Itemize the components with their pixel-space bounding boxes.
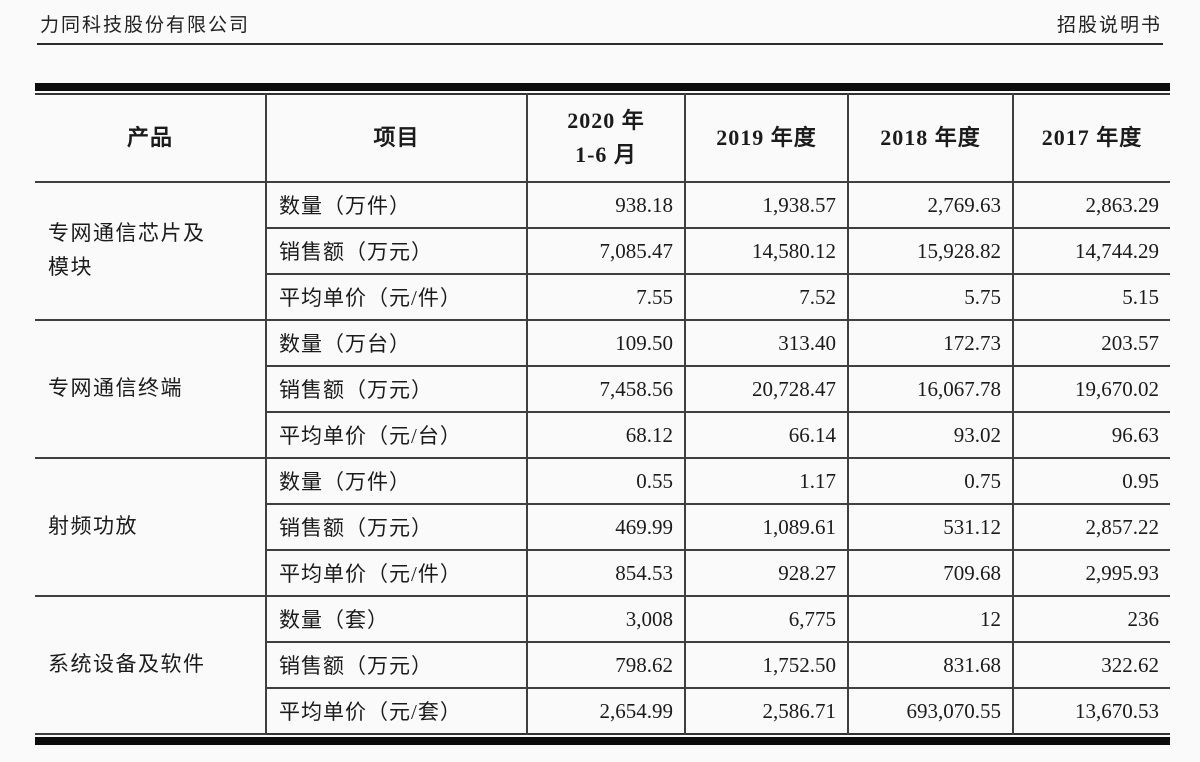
value-cell: 322.62 [1012, 641, 1170, 689]
table-row: 销售额（万元） 798.62 1,752.50 831.68 322.62 [35, 641, 1170, 689]
value-cell: 16,067.78 [847, 365, 1014, 413]
doc-type-label: 招股说明书 [1056, 15, 1162, 36]
value-cell: 19,670.02 [1012, 365, 1170, 413]
product-cell: 专网通信芯片及 模块 [35, 181, 267, 321]
table-row: 销售额（万元） 7,085.47 14,580.12 15,928.82 14,… [35, 227, 1170, 275]
value-cell: 1,752.50 [684, 641, 849, 689]
col-header-product: 产品 [35, 94, 267, 183]
table-row: 平均单价（元/套） 2,654.99 2,586.71 693,070.55 1… [35, 687, 1170, 734]
product-sales-table: 产品 项目 2020 年 1-6 月 2019 年度 2018 年度 2017 … [35, 93, 1170, 735]
table-row: 专网通信终端 数量（万台） 109.50 313.40 172.73 203.5… [35, 319, 1170, 459]
col-header-2019: 2019 年度 [684, 94, 849, 183]
product-cell: 专网通信终端 [35, 319, 267, 459]
table-row: 系统设备及软件 数量（套） 3,008 6,775 12 236 [35, 595, 1170, 735]
item-cell: 数量（套） [265, 595, 528, 643]
value-cell: 1.17 [684, 457, 849, 505]
header-row: 产品 项目 2020 年 1-6 月 2019 年度 2018 年度 2017 … [35, 94, 1170, 183]
value-cell: 798.62 [526, 641, 686, 689]
value-cell: 0.95 [1012, 457, 1170, 505]
item-cell: 平均单价（元/件） [265, 273, 528, 321]
item-cell: 销售额（万元） [265, 365, 528, 413]
value-cell: 854.53 [526, 549, 686, 597]
value-cell: 7,458.56 [526, 365, 686, 413]
value-cell: 5.75 [847, 273, 1014, 321]
value-cell: 109.50 [526, 319, 686, 367]
value-cell: 709.68 [847, 549, 1014, 597]
value-cell: 469.99 [526, 503, 686, 551]
value-cell: 2,995.93 [1012, 549, 1170, 597]
table-row: 平均单价（元/件） 7.55 7.52 5.75 5.15 [35, 273, 1170, 321]
value-cell: 7.55 [526, 273, 686, 321]
table-row: 专网通信芯片及 模块 数量（万件） 938.18 1,938.57 2,769.… [35, 181, 1170, 321]
value-cell: 7,085.47 [526, 227, 686, 275]
value-cell: 313.40 [684, 319, 849, 367]
item-cell: 平均单价（元/台） [265, 411, 528, 459]
product-cell: 射频功放 [35, 457, 267, 597]
value-cell: 2,857.22 [1012, 503, 1170, 551]
col-header-2018: 2018 年度 [847, 94, 1014, 183]
table-frame: 产品 项目 2020 年 1-6 月 2019 年度 2018 年度 2017 … [35, 83, 1170, 745]
item-cell: 数量（万件） [265, 457, 528, 505]
table-row: 销售额（万元） 469.99 1,089.61 531.12 2,857.22 [35, 503, 1170, 551]
value-cell: 938.18 [526, 181, 686, 229]
table-body: 专网通信芯片及 模块 数量（万件） 938.18 1,938.57 2,769.… [35, 181, 1170, 735]
table-row: 平均单价（元/台） 68.12 66.14 93.02 96.63 [35, 411, 1170, 459]
value-cell: 928.27 [684, 549, 849, 597]
col-header-item: 项目 [265, 94, 528, 183]
value-cell: 5.15 [1012, 273, 1170, 321]
page-header: 力同科技股份有限公司 招股说明书 [0, 0, 1200, 43]
item-cell: 销售额（万元） [265, 641, 528, 689]
value-cell: 7.52 [684, 273, 849, 321]
value-cell: 831.68 [847, 641, 1014, 689]
item-cell: 销售额（万元） [265, 227, 528, 275]
table-row: 销售额（万元） 7,458.56 20,728.47 16,067.78 19,… [35, 365, 1170, 413]
value-cell: 20,728.47 [684, 365, 849, 413]
item-cell: 数量（万台） [265, 319, 528, 367]
value-cell: 2,586.71 [684, 687, 849, 734]
value-cell: 12 [847, 595, 1014, 643]
company-name: 力同科技股份有限公司 [40, 15, 251, 36]
item-cell: 平均单价（元/套） [265, 687, 528, 734]
value-cell: 172.73 [847, 319, 1014, 367]
value-cell: 15,928.82 [847, 227, 1014, 275]
table-row: 平均单价（元/件） 854.53 928.27 709.68 2,995.93 [35, 549, 1170, 597]
value-cell: 1,089.61 [684, 503, 849, 551]
header-rule [37, 43, 1163, 45]
col-header-2020h1: 2020 年 1-6 月 [526, 94, 686, 183]
value-cell: 1,938.57 [684, 181, 849, 229]
item-cell: 数量（万件） [265, 181, 528, 229]
value-cell: 14,580.12 [684, 227, 849, 275]
col-header-2017: 2017 年度 [1012, 94, 1170, 183]
value-cell: 68.12 [526, 411, 686, 459]
item-cell: 平均单价（元/件） [265, 549, 528, 597]
value-cell: 13,670.53 [1012, 687, 1170, 734]
value-cell: 0.55 [526, 457, 686, 505]
value-cell: 531.12 [847, 503, 1014, 551]
value-cell: 14,744.29 [1012, 227, 1170, 275]
value-cell: 2,863.29 [1012, 181, 1170, 229]
value-cell: 2,654.99 [526, 687, 686, 734]
value-cell: 6,775 [684, 595, 849, 643]
product-cell: 系统设备及软件 [35, 595, 267, 735]
value-cell: 3,008 [526, 595, 686, 643]
value-cell: 2,769.63 [847, 181, 1014, 229]
value-cell: 0.75 [847, 457, 1014, 505]
value-cell: 93.02 [847, 411, 1014, 459]
value-cell: 66.14 [684, 411, 849, 459]
item-cell: 销售额（万元） [265, 503, 528, 551]
value-cell: 693,070.55 [847, 687, 1014, 734]
value-cell: 203.57 [1012, 319, 1170, 367]
value-cell: 96.63 [1012, 411, 1170, 459]
table-header: 产品 项目 2020 年 1-6 月 2019 年度 2018 年度 2017 … [35, 94, 1170, 183]
value-cell: 236 [1012, 595, 1170, 643]
table-row: 射频功放 数量（万件） 0.55 1.17 0.75 0.95 [35, 457, 1170, 597]
